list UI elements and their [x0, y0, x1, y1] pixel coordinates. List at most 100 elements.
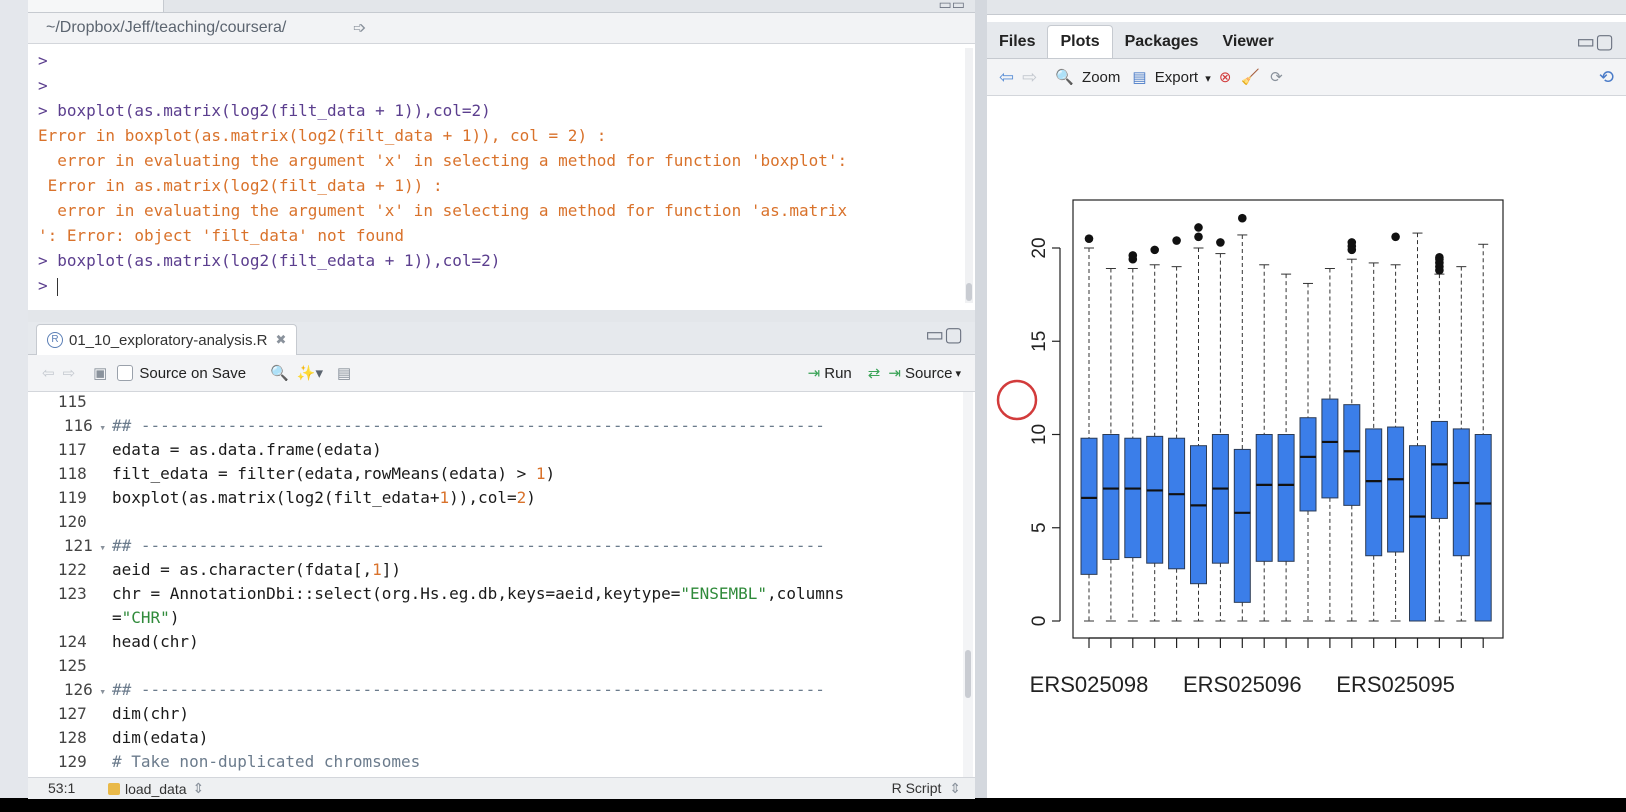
x-tick-label: ERS025098: [1030, 672, 1149, 697]
line-number-text: 125: [57, 656, 87, 675]
source-pane-buttons[interactable]: ▭▢: [925, 324, 963, 346]
source-pane: R 01_10_exploratory-analysis.R ✖ ▭▢ ⇦ ⇨ …: [28, 322, 975, 799]
code-line[interactable]: head(chr): [112, 632, 199, 651]
outlier-point: [1172, 236, 1181, 245]
line-number-text: 122: [57, 560, 87, 579]
console-line: ': Error: object 'filt_data' not found: [38, 226, 405, 245]
section-selector[interactable]: load_data ⇕: [108, 780, 204, 797]
code-line[interactable]: edata = as.data.frame(edata): [112, 440, 382, 459]
horizontal-splitter[interactable]: [28, 310, 975, 322]
line-number: 116 ▾: [28, 416, 106, 435]
line-number-text: 116: [63, 416, 93, 435]
x-tick-label: ERS025095: [1336, 672, 1455, 697]
zoom-button[interactable]: 🔍 Zoom: [1051, 68, 1120, 86]
code-line[interactable]: filt_edata = filter(edata,rowMeans(edata…: [112, 464, 555, 483]
search-icon[interactable]: 🔍: [270, 365, 289, 382]
console-line: error in evaluating the argument 'x' in …: [38, 151, 848, 170]
code-line[interactable]: ## -------------------------------------…: [112, 416, 825, 435]
back-arrow-icon[interactable]: ⇦: [42, 365, 55, 382]
source-button[interactable]: ⇥ Source ▾: [884, 364, 961, 383]
console-scrollbar[interactable]: [965, 48, 973, 303]
tab-files[interactable]: Files: [999, 33, 1036, 50]
vertical-splitter[interactable]: [975, 0, 987, 798]
code-line[interactable]: dim(edata): [112, 728, 208, 747]
close-tab-icon[interactable]: ✖: [275, 332, 287, 347]
box: [1080, 437, 1098, 575]
run-label: Run: [824, 364, 852, 382]
run-button[interactable]: ⇥ Run: [804, 364, 852, 383]
fold-arrow-icon[interactable]: ▾: [92, 421, 106, 434]
outlier-point: [1128, 251, 1138, 260]
console-line: >: [38, 51, 48, 70]
code-line[interactable]: boxplot(as.matrix(log2(filt_edata+1)),co…: [112, 488, 536, 507]
plots-toolbar: ⇦ ⇨ 🔍 Zoom ▤ Export ▾ ⊗ 🧹 ⟳ ⟲: [987, 59, 1626, 96]
code-token: 1: [372, 560, 382, 579]
line-number-text: 126: [63, 680, 93, 699]
export-button[interactable]: ▤ Export ▾: [1128, 68, 1210, 86]
code-line[interactable]: ="CHR"): [112, 608, 179, 627]
code-token: dim(chr): [112, 704, 190, 723]
console-pane: ▭▭ ~/Dropbox/Jeff/teaching/coursera/ ➩ >…: [28, 0, 976, 310]
rerun-icon[interactable]: ⇄: [867, 365, 881, 382]
next-plot-icon[interactable]: ⇨: [1022, 66, 1038, 87]
code-line[interactable]: ## -------------------------------------…: [112, 536, 825, 555]
code-editor[interactable]: 115 116 ▾ ## ----------------------------…: [28, 392, 948, 777]
section-name: load_data: [125, 780, 187, 797]
compile-report-icon[interactable]: ▤: [337, 365, 352, 382]
y-tick-label: 15: [1029, 331, 1050, 352]
console-scroll-thumb[interactable]: [966, 283, 972, 301]
line-number: 117: [28, 440, 106, 459]
boxplot-chart: 0 5 10 15 20 ERS025098 ERS025096 ERS025095: [996, 199, 1504, 697]
fold-arrow-icon[interactable]: ▾: [92, 685, 106, 698]
box: [1430, 420, 1448, 519]
section-updown-icon: ⇕: [192, 780, 205, 796]
plots-pane-buttons[interactable]: ▭▢: [1576, 31, 1614, 53]
fold-arrow-icon[interactable]: ▾: [92, 541, 106, 554]
console-output[interactable]: > > > boxplot(as.matrix(log2(filt_data + 1…: [38, 48, 847, 298]
source-file-tab[interactable]: R 01_10_exploratory-analysis.R ✖: [36, 324, 298, 355]
console-line: >: [38, 76, 48, 95]
console-line: Error in boxplot(as.matrix(log2(filt_dat…: [38, 126, 607, 145]
console-tab[interactable]: [28, 0, 164, 12]
code-tools-wand-icon[interactable]: ✨▾: [296, 365, 323, 382]
code-token: # Take non-duplicated chromsomes: [112, 752, 421, 771]
tab-packages[interactable]: Packages: [1124, 33, 1199, 50]
editor-scroll-thumb[interactable]: [965, 650, 971, 698]
code-line[interactable]: # Take non-duplicated chromsomes: [112, 752, 420, 771]
remove-plot-icon[interactable]: ⊗: [1218, 69, 1232, 86]
console-line: error in evaluating the argument 'x' in …: [38, 201, 848, 220]
box: [1211, 434, 1229, 564]
source-on-save-toggle[interactable]: Source on Save: [117, 365, 246, 382]
go-to-directory-icon[interactable]: ➩: [353, 20, 367, 37]
run-arrow-icon: ⇥: [807, 365, 821, 382]
outlier-point: [1347, 238, 1357, 247]
r-file-icon: R: [47, 332, 63, 348]
box: [1387, 426, 1405, 553]
code-line[interactable]: dim(chr): [112, 704, 189, 723]
filetype-selector[interactable]: R Script ⇕: [892, 780, 961, 797]
code-line[interactable]: ## -------------------------------------…: [112, 680, 825, 699]
code-line[interactable]: chr = AnnotationDbi::select(org.Hs.eg.db…: [112, 584, 844, 603]
text-cursor: [57, 277, 59, 296]
source-dropdown-icon[interactable]: ▾: [955, 367, 961, 380]
refresh-icon[interactable]: ⟳: [1270, 69, 1283, 86]
clear-plots-broom-icon[interactable]: 🧹: [1241, 69, 1261, 86]
forward-arrow-icon[interactable]: ⇨: [62, 365, 76, 382]
code-token: "ENSEMBL": [680, 584, 768, 603]
sync-icon[interactable]: ⟲: [1598, 66, 1614, 87]
box: [1277, 434, 1295, 562]
previous-plot-icon[interactable]: ⇦: [999, 66, 1015, 87]
tab-viewer[interactable]: Viewer: [1222, 33, 1274, 50]
console-window-buttons[interactable]: ▭▭: [938, 0, 965, 12]
source-on-save-checkbox[interactable]: [117, 365, 134, 381]
line-number: 123: [28, 584, 106, 603]
save-icon[interactable]: ▣: [93, 365, 108, 382]
code-line[interactable]: aeid = as.character(fdata[,1]): [112, 560, 401, 579]
editor-scrollbar[interactable]: [963, 392, 973, 777]
code-token: ]): [381, 560, 401, 579]
box: [1102, 434, 1120, 560]
y-tick-label: 5: [1029, 522, 1050, 533]
tab-plots[interactable]: Plots: [1047, 25, 1113, 58]
line-number-text: 123: [57, 584, 87, 603]
